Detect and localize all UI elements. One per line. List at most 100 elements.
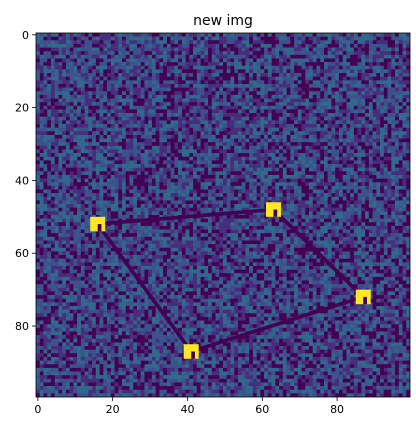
heatmap-cell (159, 174, 164, 179)
heatmap-cell (398, 131, 403, 136)
heatmap-cell (54, 160, 59, 165)
heatmap-cell (380, 160, 385, 165)
heatmap-cell (200, 174, 205, 179)
heatmap-cell (260, 149, 265, 154)
heatmap-cell (331, 204, 336, 209)
heatmap-cell (166, 98, 171, 103)
heatmap-cell (260, 113, 265, 118)
heatmap-cell (305, 149, 310, 154)
heatmap-cell (204, 80, 209, 85)
heatmap-cell (178, 58, 183, 63)
heatmap-cell (237, 116, 242, 121)
heatmap-cell (122, 33, 127, 37)
heatmap-cell (383, 207, 388, 212)
heatmap-cell (312, 43, 317, 48)
heatmap-cell (406, 156, 410, 161)
heatmap-cell (140, 76, 145, 81)
heatmap-cell (84, 69, 89, 74)
heatmap-cell (267, 160, 272, 165)
heatmap-cell (62, 174, 67, 179)
heatmap-cell (73, 211, 78, 216)
heatmap-cell (286, 87, 291, 92)
heatmap-cell (144, 142, 149, 147)
heatmap-cell (376, 120, 381, 125)
heatmap-cell (368, 65, 373, 70)
heatmap-cell (88, 65, 93, 70)
heatmap-cell (402, 171, 407, 176)
heatmap-cell (387, 69, 392, 74)
heatmap-cell (155, 102, 160, 107)
heatmap-cell (73, 189, 78, 194)
heatmap-cell (323, 207, 329, 212)
heatmap-cell (260, 80, 265, 85)
heatmap-cell (237, 124, 242, 128)
heatmap-cell (54, 36, 59, 41)
heatmap-cell (357, 94, 362, 99)
heatmap-cell (256, 94, 261, 99)
heatmap-cell (327, 134, 332, 139)
heatmap-cell (151, 94, 156, 99)
heatmap-cell (230, 33, 235, 37)
heatmap-cell (282, 193, 287, 198)
heatmap-cell (118, 102, 123, 107)
heatmap-cell (36, 120, 41, 125)
heatmap-cell (136, 174, 142, 179)
heatmap-cell (204, 207, 209, 212)
heatmap-cell (136, 105, 142, 110)
heatmap-cell (178, 51, 183, 56)
heatmap-cell (264, 178, 269, 183)
heatmap-cell (282, 47, 287, 52)
heatmap-cell (245, 160, 250, 165)
heatmap-cell (316, 69, 321, 74)
heatmap-cell (211, 120, 216, 125)
heatmap-cell (305, 33, 310, 37)
heatmap-cell (237, 76, 242, 81)
heatmap-cell (204, 164, 209, 168)
heatmap-cell (122, 127, 127, 132)
heatmap-cell (189, 145, 194, 150)
heatmap-cell (140, 91, 145, 96)
heatmap-cell (62, 182, 67, 187)
heatmap-cell (92, 109, 97, 114)
heatmap-cell (286, 73, 291, 77)
heatmap-cell (39, 43, 44, 48)
heatmap-cell (260, 124, 265, 128)
heatmap-cell (118, 116, 123, 121)
heatmap-cell (50, 113, 55, 118)
heatmap-cell (309, 69, 314, 74)
heatmap-cell (275, 91, 280, 96)
heatmap-cell (47, 204, 52, 209)
heatmap-cell (84, 94, 89, 99)
heatmap-cell (50, 200, 55, 205)
heatmap-cell (237, 207, 242, 212)
heatmap-cell (148, 43, 153, 48)
heatmap-cell (271, 160, 276, 165)
heatmap-cell (230, 160, 235, 165)
heatmap-cell (260, 120, 265, 125)
heatmap-cell (118, 131, 123, 136)
heatmap-cell (151, 207, 156, 212)
heatmap-cell (376, 178, 381, 183)
heatmap-cell (73, 105, 78, 110)
heatmap-cell (297, 174, 302, 179)
heatmap-cell (368, 73, 373, 77)
heatmap-cell (237, 131, 242, 136)
heatmap-cell (331, 182, 336, 187)
heatmap-cell (219, 200, 224, 205)
heatmap-cell (350, 156, 355, 161)
heatmap-cell (372, 54, 377, 59)
heatmap-cell (196, 138, 201, 143)
heatmap-cell (391, 76, 396, 81)
heatmap-cell (219, 207, 224, 212)
heatmap-cell (271, 65, 276, 70)
heatmap-cell (271, 40, 276, 45)
heatmap-cell (151, 127, 156, 132)
heatmap-cell (346, 58, 351, 63)
heatmap-cell (297, 196, 302, 201)
heatmap-cell (77, 196, 82, 201)
heatmap-cell (271, 127, 276, 132)
heatmap-cell (166, 127, 171, 132)
heatmap-cell (226, 193, 231, 198)
heatmap-cell (208, 40, 213, 45)
heatmap-cell (252, 127, 257, 132)
